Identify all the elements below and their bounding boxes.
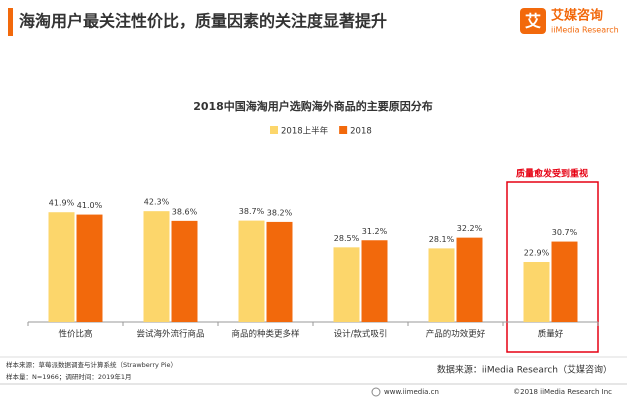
source: 数据来源：iiMedia Research（艾媒咨询） (437, 364, 612, 376)
globe-icon (371, 387, 381, 397)
note: 样本量：N=1966；调研时间：2019年1月 (6, 372, 132, 381)
value-label: 38.2% (267, 208, 293, 217)
value-label: 32.2% (457, 224, 483, 233)
value-label: 22.9% (524, 249, 550, 258)
footer-copyright: ©2018 iiMedia Research Inc (513, 388, 612, 396)
value-label: 38.6% (172, 207, 198, 216)
value-label: 31.2% (362, 227, 388, 236)
bar (266, 221, 293, 322)
value-label: 30.7% (552, 228, 578, 237)
title-accent (8, 8, 13, 36)
bar (361, 240, 388, 322)
value-label: 41.9% (49, 199, 75, 208)
legend-label: 2018上半年 (281, 126, 329, 137)
x-tick-label: 设计/款式吸引 (334, 329, 388, 340)
bar (171, 220, 198, 322)
bar (551, 241, 578, 322)
logo-cn: 艾媒咨询 (551, 8, 603, 24)
bar (456, 237, 483, 322)
page-title: 海淘用户最关注性价比，质量因素的关注度显著提升 (19, 12, 387, 31)
value-label: 38.7% (239, 207, 265, 216)
bar (238, 220, 265, 322)
x-tick-label: 尝试海外流行商品 (136, 329, 204, 340)
bar (428, 248, 455, 322)
legend-swatch (270, 126, 278, 134)
bar (333, 247, 360, 322)
value-label: 28.5% (334, 234, 360, 243)
logo-en: iiMedia Research (551, 26, 619, 35)
x-tick-label: 产品的功效更好 (426, 329, 486, 340)
bar (143, 211, 170, 322)
logo-icon-bg (520, 8, 546, 34)
footer-site: www.iimedia.cn (384, 388, 439, 396)
value-label: 41.0% (77, 201, 103, 210)
highlight-box (506, 181, 599, 353)
x-tick-label: 性价比高 (58, 329, 92, 340)
legend-label: 2018 (350, 127, 372, 137)
x-tick-label: 商品的种类更多样 (231, 329, 300, 340)
chart-title: 2018中国海淘用户选购海外商品的主要原因分布 (193, 99, 433, 113)
bar (48, 212, 75, 322)
value-label: 28.1% (429, 235, 455, 244)
legend-swatch (339, 126, 348, 134)
x-tick-label: 质量好 (538, 329, 564, 340)
bar (76, 214, 103, 322)
value-label: 42.3% (144, 198, 170, 207)
logo-icon: 艾 (525, 12, 541, 31)
annotation: 质量愈发受到重视 (516, 168, 588, 180)
bar (523, 262, 550, 322)
note: 样本来源：草莓派数据调查与计算系统（Strawberry Pie） (6, 360, 177, 369)
